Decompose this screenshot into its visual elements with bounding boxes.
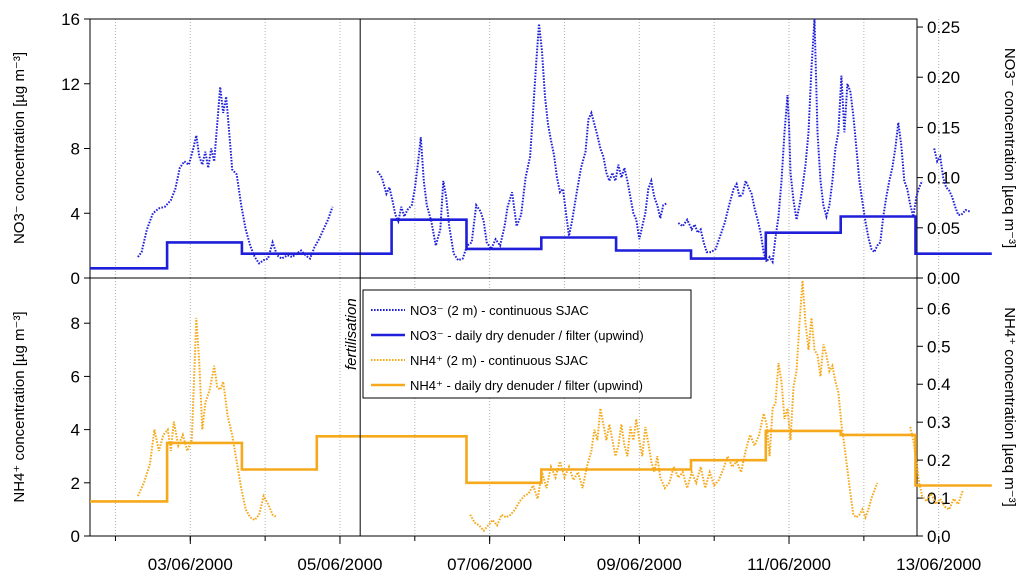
- x-tick-label: 03/06/2000: [148, 555, 233, 574]
- y-tick-label: 12: [61, 75, 80, 94]
- x-axis: 03/06/2000 05/06/2000 07/06/2000 09/06/2000…: [114, 536, 981, 574]
- y-tick-label: 0.00: [927, 269, 960, 288]
- y-tick-label: 0.25: [927, 18, 960, 37]
- y-tick-label: 16: [61, 10, 80, 29]
- y-tick-label: 8: [71, 140, 80, 159]
- top-panel-left-ticks: 0 4 8 12 16: [61, 10, 90, 288]
- y-tick-label: 0.15: [927, 118, 960, 137]
- y-tick-label: 8: [71, 314, 80, 333]
- y-tick-label: 0: [71, 527, 80, 546]
- bottom-panel-grid: [114, 278, 940, 536]
- y-tick-label: 0: [71, 269, 80, 288]
- legend-label: NO3⁻ - daily dry denuder / filter (upwin…: [410, 328, 644, 343]
- bottom-left-axis-label: NH4⁺ concentration [µg m⁻³]: [11, 311, 28, 502]
- top-panel-series: [90, 18, 992, 270]
- bottom-panel-frame: [89, 277, 918, 537]
- nh4-daily-denuder-line: [90, 429, 992, 503]
- y-tick-label: 2: [71, 474, 80, 493]
- y-tick-label: 0.6: [927, 299, 951, 318]
- legend-label: NO3⁻ (2 m) - continuous SJAC: [410, 303, 589, 318]
- y-tick-label: 0.3: [927, 413, 951, 432]
- fertilisation-label: fertilisation: [343, 298, 360, 370]
- top-panel-grid: [114, 19, 940, 278]
- x-tick-label: 11/06/2000: [747, 555, 831, 574]
- top-panel-right-ticks: 0.00 0.05 0.10 0.15 0.20 0.25: [917, 18, 960, 288]
- bottom-panel-left-ticks: 0 2 4 6 8: [71, 314, 90, 546]
- no3-continuous-sjac-line: [137, 18, 971, 265]
- top-left-axis-label: NO3⁻ concentration [µg m⁻³]: [11, 52, 28, 244]
- y-tick-label: 4: [71, 204, 80, 223]
- bottom-panel-series: [90, 280, 992, 533]
- y-tick-label: 0.10: [927, 169, 960, 188]
- x-tick-label: 09/06/2000: [597, 555, 682, 574]
- x-tick-label: 05/06/2000: [297, 555, 382, 574]
- no3-daily-denuder-line: [90, 215, 992, 270]
- top-right-axis-label: NO3⁻ concentration [µeq m⁻³]: [1001, 48, 1018, 248]
- y-tick-label: 0.05: [927, 219, 960, 238]
- y-tick-label: 0.5: [927, 337, 951, 356]
- legend-box: [362, 289, 692, 399]
- y-tick-label: 0.2: [927, 451, 951, 470]
- y-tick-label: 0.20: [927, 68, 960, 87]
- bottom-right-axis-label: NH4⁺ concentration [µeq m⁻³]: [1001, 307, 1018, 507]
- legend: NO3⁻ (2 m) - continuous SJAC NO3⁻ - daily…: [362, 289, 692, 399]
- top-panel: 0 4 8 12 16 0.00 0.05 0.10 0.15 0.20 0.25 NO3⁻ co…: [11, 10, 1018, 288]
- y-tick-label: 4: [71, 421, 80, 440]
- y-tick-label: 0.4: [927, 375, 951, 394]
- nh4-continuous-sjac-line: [136, 280, 964, 533]
- bottom-panel-right-ticks: 0.00.10.20.30.40.50.6: [917, 299, 951, 546]
- fertilisation-annotation: fertilisation: [343, 19, 361, 536]
- legend-label: NH4⁺ - daily dry denuder / filter (upwin…: [410, 378, 643, 393]
- x-tick-label: 13/06/2000: [896, 555, 981, 574]
- top-panel-frame: [89, 18, 918, 279]
- x-tick-label: 07/06/2000: [447, 555, 532, 574]
- legend-label: NH4⁺ (2 m) - continuous SJAC: [410, 353, 588, 368]
- y-tick-label: 0.1: [927, 489, 951, 508]
- y-tick-label: 6: [71, 367, 80, 386]
